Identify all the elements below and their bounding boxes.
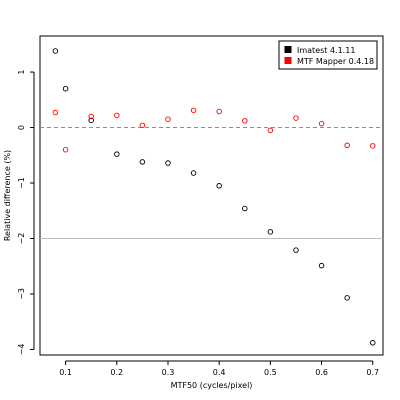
data-point-series-0 <box>165 160 171 166</box>
y-tick-label: 1 <box>17 70 26 75</box>
data-point-series-1 <box>165 116 171 122</box>
data-point-series-1 <box>242 118 248 124</box>
data-point-series-1 <box>52 109 59 116</box>
y-tick-label: 0 <box>17 125 26 130</box>
data-point-series-0 <box>52 48 59 54</box>
data-point-series-1 <box>293 115 299 121</box>
data-point-series-0 <box>242 205 248 212</box>
data-point-series-0 <box>267 229 274 235</box>
data-point-series-0 <box>216 183 222 189</box>
plot-frame <box>39 35 384 356</box>
data-point-series-0 <box>318 262 325 269</box>
x-tick-label: 0.6 <box>315 368 328 377</box>
x-tick-label: 0.7 <box>366 368 379 377</box>
y-tick-label: −3 <box>17 288 26 300</box>
y-axis: 1 0 −1 −2 −3 −4 <box>17 70 35 356</box>
y-tick-label: −4 <box>17 344 26 356</box>
x-tick-label: 0.4 <box>213 368 226 377</box>
data-point-series-0 <box>293 247 299 253</box>
x-axis-title: MTF50 (cycles/pixel) <box>171 381 253 390</box>
x-axis: 0.1 0.2 0.3 0.4 0.5 0.6 0.7 <box>59 360 379 377</box>
x-tick-label: 0.3 <box>162 368 175 377</box>
data-point-series-0 <box>139 159 146 165</box>
x-tick-label: 0.1 <box>59 368 72 377</box>
y-axis-title: Relative difference (%) <box>3 150 12 241</box>
x-tick-label: 0.5 <box>264 368 277 377</box>
legend-label: MTF Mapper 0.4.18 <box>297 57 374 66</box>
data-point-series-0 <box>344 295 350 301</box>
y-tick-label: −2 <box>17 233 26 245</box>
data-point-series-1 <box>190 107 197 114</box>
data-point-series-1 <box>88 113 94 120</box>
data-point-series-0 <box>370 340 376 346</box>
reference-lines <box>40 127 383 239</box>
legend-box <box>278 40 378 70</box>
data-point-series-1 <box>267 127 274 134</box>
data-point-series-0 <box>190 170 197 176</box>
legend: Imatest 4.1.11 MTF Mapper 0.4.18 <box>278 40 378 70</box>
data-point-series-0 <box>88 117 94 124</box>
legend-label: Imatest 4.1.11 <box>297 46 355 55</box>
data-point-series-0 <box>114 151 120 157</box>
data-point-series-1 <box>114 112 120 119</box>
data-point-series-0 <box>62 85 69 92</box>
data-point-series-1 <box>370 143 376 149</box>
y-tick-label: −1 <box>17 177 26 189</box>
data-points <box>52 48 376 346</box>
data-point-series-1 <box>344 142 350 149</box>
data-point-series-1 <box>139 122 146 129</box>
data-point-series-1 <box>62 146 69 153</box>
legend-swatch <box>284 57 292 64</box>
data-point-series-1 <box>216 108 222 115</box>
legend-swatch <box>284 46 292 53</box>
data-point-series-1 <box>318 120 325 127</box>
x-tick-label: 0.2 <box>110 368 123 377</box>
